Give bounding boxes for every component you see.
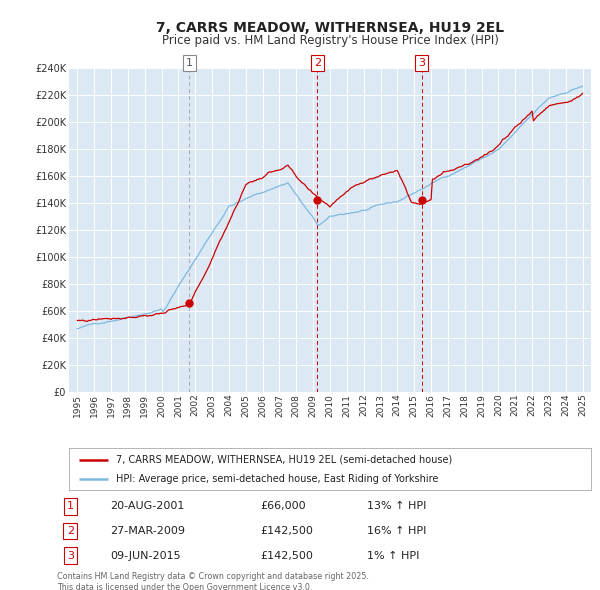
Text: 1: 1 bbox=[186, 58, 193, 68]
Text: 7, CARRS MEADOW, WITHERNSEA, HU19 2EL: 7, CARRS MEADOW, WITHERNSEA, HU19 2EL bbox=[156, 21, 504, 35]
Text: 20-AUG-2001: 20-AUG-2001 bbox=[110, 502, 185, 512]
Text: 2: 2 bbox=[67, 526, 74, 536]
Text: Price paid vs. HM Land Registry's House Price Index (HPI): Price paid vs. HM Land Registry's House … bbox=[161, 34, 499, 47]
Text: 7, CARRS MEADOW, WITHERNSEA, HU19 2EL (semi-detached house): 7, CARRS MEADOW, WITHERNSEA, HU19 2EL (s… bbox=[116, 454, 452, 464]
Text: HPI: Average price, semi-detached house, East Riding of Yorkshire: HPI: Average price, semi-detached house,… bbox=[116, 474, 439, 484]
Text: 16% ↑ HPI: 16% ↑ HPI bbox=[367, 526, 426, 536]
Text: 27-MAR-2009: 27-MAR-2009 bbox=[110, 526, 185, 536]
Text: 1: 1 bbox=[67, 502, 74, 512]
Text: 1% ↑ HPI: 1% ↑ HPI bbox=[367, 550, 419, 560]
Text: 3: 3 bbox=[67, 550, 74, 560]
Text: 13% ↑ HPI: 13% ↑ HPI bbox=[367, 502, 426, 512]
Text: 09-JUN-2015: 09-JUN-2015 bbox=[110, 550, 181, 560]
Text: 3: 3 bbox=[418, 58, 425, 68]
Text: £142,500: £142,500 bbox=[260, 526, 313, 536]
Text: Contains HM Land Registry data © Crown copyright and database right 2025.
This d: Contains HM Land Registry data © Crown c… bbox=[57, 572, 369, 590]
Text: 2: 2 bbox=[314, 58, 321, 68]
Text: £66,000: £66,000 bbox=[260, 502, 305, 512]
Text: £142,500: £142,500 bbox=[260, 550, 313, 560]
